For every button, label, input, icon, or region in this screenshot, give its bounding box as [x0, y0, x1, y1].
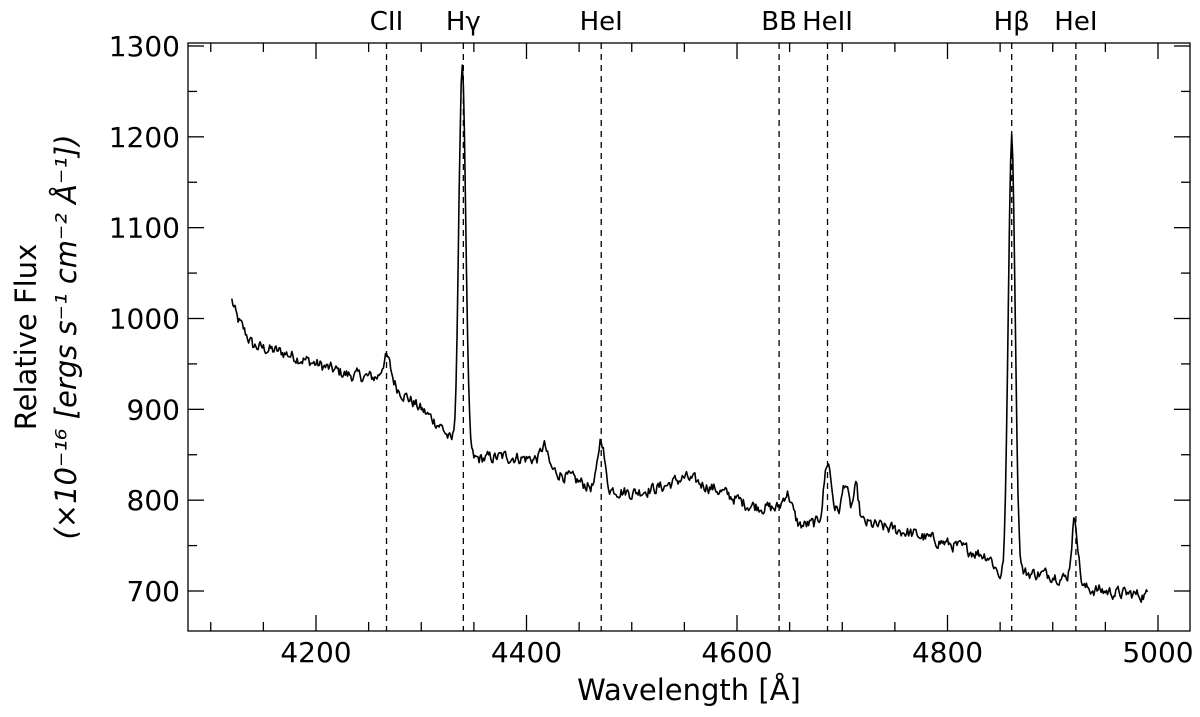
- x-tick-label: 4200: [280, 636, 351, 669]
- spectral-line-label: HeII: [802, 7, 853, 37]
- x-tick-label: 5000: [1122, 636, 1193, 669]
- y-tick-label: 700: [127, 575, 180, 608]
- spectral-line-label: HeI: [1054, 7, 1097, 37]
- y-tick-label: 1200: [109, 121, 180, 154]
- x-axis-tick-labels: 4200 4400 4600 4800 5000: [280, 636, 1193, 669]
- x-tick-label: 4600: [701, 636, 772, 669]
- spectral-line-label: HeI: [580, 7, 623, 37]
- y-tick-label: 800: [127, 484, 180, 517]
- y-tick-label: 1000: [109, 303, 180, 336]
- spectral-line-label: CII: [370, 7, 404, 37]
- x-tick-label: 4800: [912, 636, 983, 669]
- y-tick-label: 900: [127, 393, 180, 426]
- spectral-line-label: Hβ: [994, 7, 1030, 37]
- y-tick-label: 1300: [109, 30, 180, 63]
- x-axis-title: Wavelength [Å]: [577, 673, 801, 707]
- spectral-line-label: Hγ: [446, 7, 481, 37]
- axis-ticks: [188, 43, 1190, 631]
- y-axis-tick-labels: 700 800 900 1000 1100 1200 1300: [109, 30, 180, 608]
- spectral-line-label: BB: [761, 7, 797, 37]
- y-tick-label: 1100: [109, 212, 180, 245]
- axes-frame: [187, 42, 1191, 632]
- x-tick-label: 4400: [491, 636, 562, 669]
- y-axis-title-line2: (×10⁻¹⁶ [ergs s⁻¹ cm⁻² Å⁻¹]): [49, 134, 83, 539]
- y-axis-title-line1: Relative Flux: [9, 244, 43, 430]
- spectrum-line: [231, 64, 1149, 603]
- y-axis-title: Relative Flux (×10⁻¹⁶ [ergs s⁻¹ cm⁻² Å⁻¹…: [9, 134, 83, 539]
